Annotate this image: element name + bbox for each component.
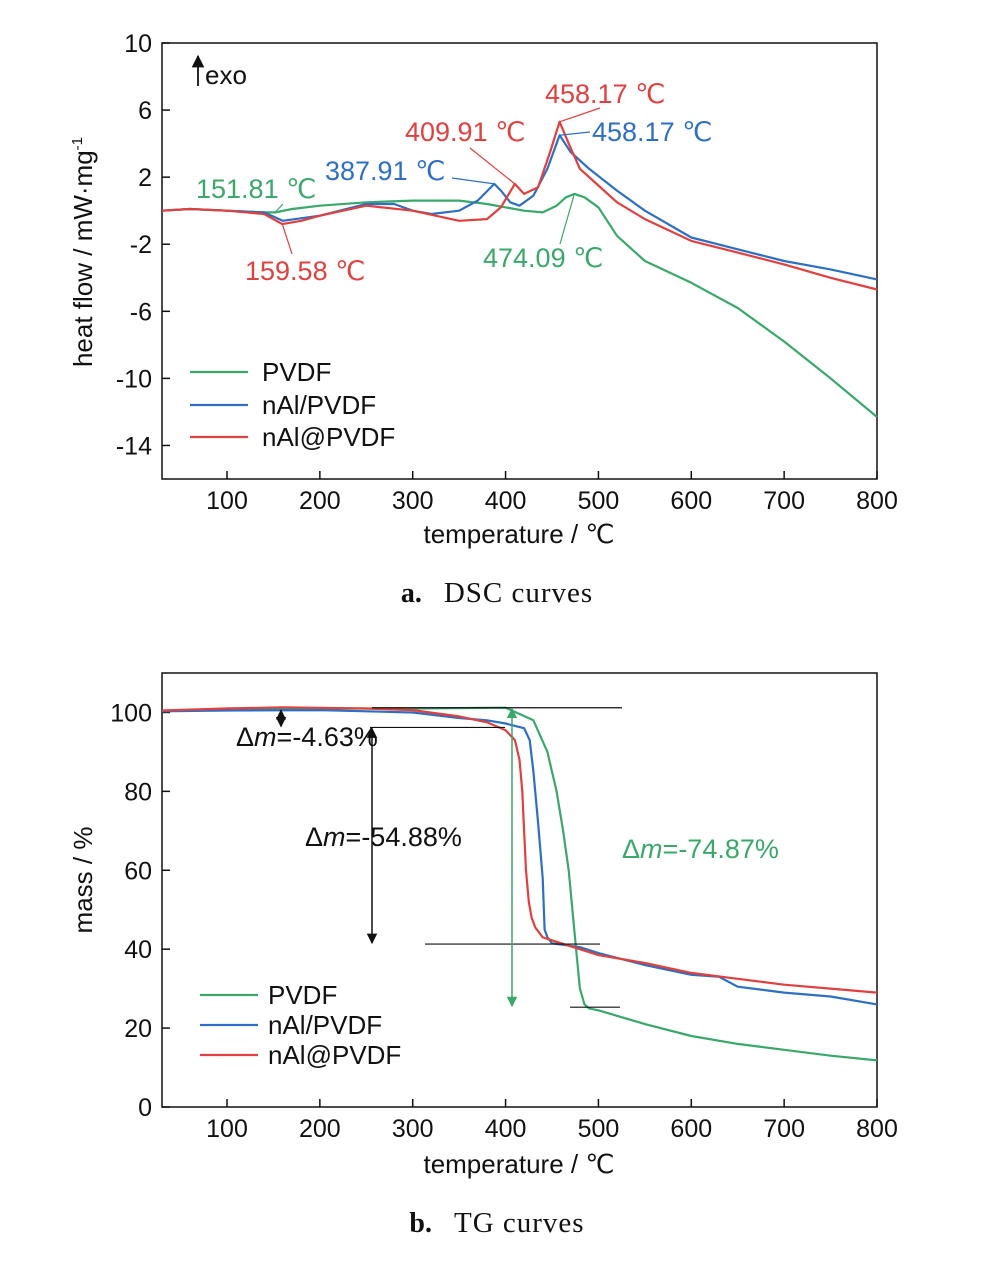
- dsc-peak-label: 151.81 ℃: [196, 174, 316, 204]
- tg-x-tick-label: 300: [392, 1115, 434, 1143]
- tg-legend: PVDF nAl/PVDF nAl@PVDF: [200, 980, 401, 1070]
- tg-y-tick-label: 0: [138, 1094, 152, 1122]
- dsc-x-tick-label: 800: [856, 487, 898, 515]
- tg-mass-loss-label: Δm=-74.87%: [622, 834, 779, 864]
- tg-x-tick-label: 800: [856, 1115, 898, 1143]
- dsc-x-axis-label: temperature / ℃: [423, 519, 614, 549]
- dsc-axes: 100 200 300 400 500 600 700 800 10 6 2 -2 -6 -10 -14: [116, 30, 898, 515]
- tg-x-tick-label: 400: [485, 1115, 527, 1143]
- dsc-x-tick-label: 300: [392, 487, 434, 515]
- tg-y-axis-label: mass / %: [68, 827, 98, 934]
- dsc-annotation-leader: [451, 177, 495, 185]
- dsc-y-tick-label: -6: [130, 298, 152, 326]
- dsc-annotation-leader: [559, 107, 601, 123]
- tg-y-tick-label: 20: [124, 1015, 152, 1043]
- tg-mass-loss-label: Δm=-54.88%: [305, 822, 462, 852]
- dsc-peak-label: 458.17 ℃: [592, 117, 712, 147]
- dsc-x-tick-label: 100: [206, 487, 248, 515]
- dsc-chart: 100 200 300 400 500 600 700 800 10 6 2 -2 -6 -10 -14 1…: [68, 30, 898, 609]
- tg-y-tick-label: 40: [124, 936, 152, 964]
- tg-plot-frame: [161, 672, 878, 1108]
- dsc-x-tick-label: 500: [578, 487, 620, 515]
- dsc-series: [161, 120, 878, 418]
- tg-x-tick-label: 600: [670, 1115, 712, 1143]
- tg-x-tick-label: 200: [299, 1115, 341, 1143]
- tg-x-tick-label: 500: [578, 1115, 620, 1143]
- dsc-annotations: 151.81 ℃ 159.58 ℃ 387.91 ℃ 409.91 ℃ 458.17 ℃…: [196, 79, 712, 286]
- dsc-x-tick-label: 200: [299, 487, 341, 515]
- tg-series-line-nal-at-pvdf: [161, 706, 878, 994]
- dsc-peak-label: 409.91 ℃: [405, 117, 525, 147]
- tg-x-axis-label: temperature / ℃: [423, 1149, 614, 1179]
- dsc-y-axis-label: heat flow / mW·mg-1: [68, 137, 98, 367]
- dsc-y-tick-label: 6: [138, 97, 152, 125]
- dsc-peak-label: 474.09 ℃: [483, 243, 603, 273]
- dsc-annotation-leader: [469, 147, 516, 185]
- dsc-y-tick-label: -10: [116, 365, 152, 393]
- legend-label-nal-at-pvdf: nAl@PVDF: [268, 1040, 401, 1070]
- dsc-series-line-nal-pvdf: [161, 134, 878, 281]
- dsc-plot-frame: [161, 42, 878, 480]
- tg-x-tick-label: 700: [763, 1115, 805, 1143]
- dsc-series-line-pvdf: [161, 192, 878, 418]
- dsc-series-line-nal-at-pvdf: [161, 120, 878, 291]
- dsc-y-tick-label: 2: [138, 164, 152, 192]
- tg-x-tick-label: 100: [206, 1115, 248, 1143]
- tg-y-tick-label: 100: [110, 699, 152, 727]
- dsc-peak-label: 387.91 ℃: [325, 156, 445, 186]
- legend-label-nal-at-pvdf: nAl@PVDF: [262, 422, 395, 452]
- legend-label-pvdf: PVDF: [268, 980, 337, 1010]
- tg-caption: b. TG curves: [409, 1207, 584, 1239]
- dsc-x-tick-label: 700: [763, 487, 805, 515]
- dsc-x-tick-label: 600: [670, 487, 712, 515]
- tg-series-line-nal-pvdf: [161, 708, 878, 1006]
- dsc-y-tick-label: 10: [124, 30, 152, 58]
- tg-y-tick-label: 80: [124, 778, 152, 806]
- dsc-y-tick-label: -14: [116, 432, 152, 460]
- legend-label-pvdf: PVDF: [262, 357, 331, 387]
- dsc-legend: PVDF nAl/PVDF nAl@PVDF: [190, 357, 395, 452]
- legend-label-nal-pvdf: nAl/PVDF: [262, 390, 376, 420]
- dsc-annotation-leader: [274, 203, 284, 213]
- tg-mass-loss-label: Δm=-4.63%: [236, 722, 378, 752]
- dsc-annotation-leader: [281, 223, 293, 255]
- dsc-caption: a. DSC curves: [401, 577, 593, 609]
- dsc-y-tick-label: -2: [130, 231, 152, 259]
- exo-label: exo: [205, 60, 247, 90]
- legend-label-nal-pvdf: nAl/PVDF: [268, 1010, 382, 1040]
- tg-annotations: Δm=-4.63% Δm=-54.88% Δm=-74.87%: [236, 707, 779, 1008]
- dsc-annotation-leader: [559, 131, 591, 136]
- dsc-x-tick-label: 400: [485, 487, 527, 515]
- dsc-annotation-leader: [559, 193, 575, 245]
- tg-y-tick-label: 60: [124, 857, 152, 885]
- dsc-peak-label: 458.17 ℃: [545, 79, 665, 109]
- dsc-peak-label: 159.58 ℃: [245, 256, 365, 286]
